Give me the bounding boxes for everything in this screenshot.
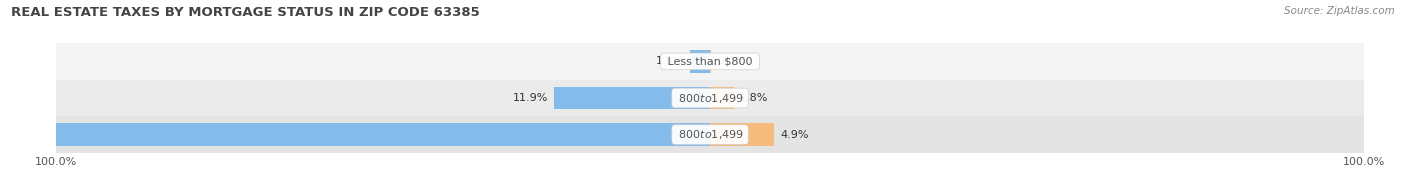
Text: 1.5%: 1.5% [655, 56, 683, 66]
Bar [56, 43, 1364, 80]
Bar [0, 123, 710, 146]
Bar [690, 50, 710, 73]
Bar [710, 87, 734, 109]
Text: $800 to $1,499: $800 to $1,499 [675, 128, 745, 141]
Text: 1.8%: 1.8% [740, 93, 769, 103]
Text: Less than $800: Less than $800 [664, 56, 756, 66]
Text: REAL ESTATE TAXES BY MORTGAGE STATUS IN ZIP CODE 63385: REAL ESTATE TAXES BY MORTGAGE STATUS IN … [11, 6, 479, 19]
Text: 0.08%: 0.08% [717, 56, 754, 66]
Bar [710, 123, 775, 146]
Bar [56, 80, 1364, 116]
Text: Source: ZipAtlas.com: Source: ZipAtlas.com [1284, 6, 1395, 16]
Text: $800 to $1,499: $800 to $1,499 [675, 92, 745, 104]
Bar [554, 87, 710, 109]
Text: 4.9%: 4.9% [780, 130, 808, 140]
Bar [56, 116, 1364, 153]
Text: 11.9%: 11.9% [513, 93, 548, 103]
